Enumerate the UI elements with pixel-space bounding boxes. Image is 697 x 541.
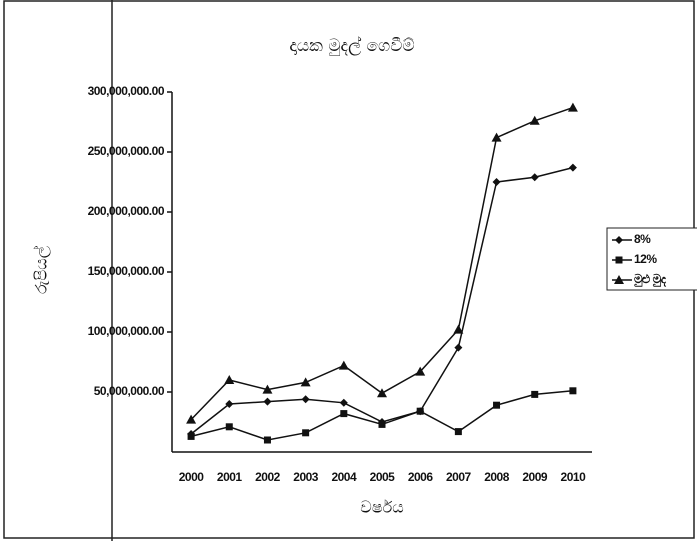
legend-label: 12% [634, 252, 657, 266]
x-tick-label: 2002 [255, 470, 281, 484]
x-tick-label: 2006 [408, 470, 434, 484]
x-tick-label: 2004 [331, 470, 357, 484]
marker [302, 429, 310, 437]
marker [301, 395, 310, 404]
marker [530, 173, 539, 182]
legend-label: මුළු මුද [634, 272, 667, 288]
y-tick-label: 250,000,000.00 [88, 144, 165, 158]
x-tick-label: 2007 [446, 470, 472, 484]
marker [454, 428, 462, 436]
marker [492, 178, 501, 186]
marker [378, 420, 386, 428]
y-tick-label: 150,000,000.00 [88, 264, 165, 278]
legend-marker [615, 256, 623, 264]
y-tick-label: 100,000,000.00 [88, 324, 165, 338]
y-tick-label: 200,000,000.00 [88, 204, 165, 218]
marker [493, 401, 501, 409]
marker [338, 360, 349, 370]
x-tick-label: 2008 [484, 470, 510, 484]
marker [569, 387, 577, 395]
marker [300, 377, 311, 387]
marker [416, 407, 424, 415]
marker [186, 414, 197, 424]
x-tick-label: 2001 [217, 470, 243, 484]
marker [567, 102, 578, 112]
marker [491, 132, 502, 142]
marker [377, 388, 387, 398]
marker [568, 163, 577, 172]
legend-marker [615, 236, 623, 244]
x-axis-label: වර්ෂය [360, 498, 404, 517]
x-tick-label: 2010 [561, 470, 587, 484]
x-tick-label: 2003 [293, 470, 319, 484]
marker [187, 432, 195, 440]
marker [531, 390, 539, 398]
marker [263, 436, 271, 444]
legend-label: 8% [634, 232, 651, 246]
marker [415, 366, 426, 376]
marker [340, 410, 348, 418]
y-tick-label: 50,000,000.00 [94, 384, 165, 398]
y-tick-label: 300,000,000.00 [88, 84, 165, 98]
marker [225, 423, 233, 431]
chart-title: දායක මුදල් ගෙවීම් [289, 36, 414, 56]
marker [339, 398, 348, 407]
legend-marker [614, 275, 624, 284]
x-tick-label: 2005 [370, 470, 396, 484]
marker [529, 115, 540, 125]
marker [262, 384, 273, 394]
marker [225, 400, 234, 408]
marker [224, 375, 235, 384]
marker [454, 343, 463, 352]
x-tick-label: 2009 [522, 470, 548, 484]
marker [263, 397, 272, 406]
x-tick-label: 2000 [179, 470, 205, 484]
y-axis-label: රුපියල් [32, 246, 52, 294]
marker [453, 324, 464, 334]
